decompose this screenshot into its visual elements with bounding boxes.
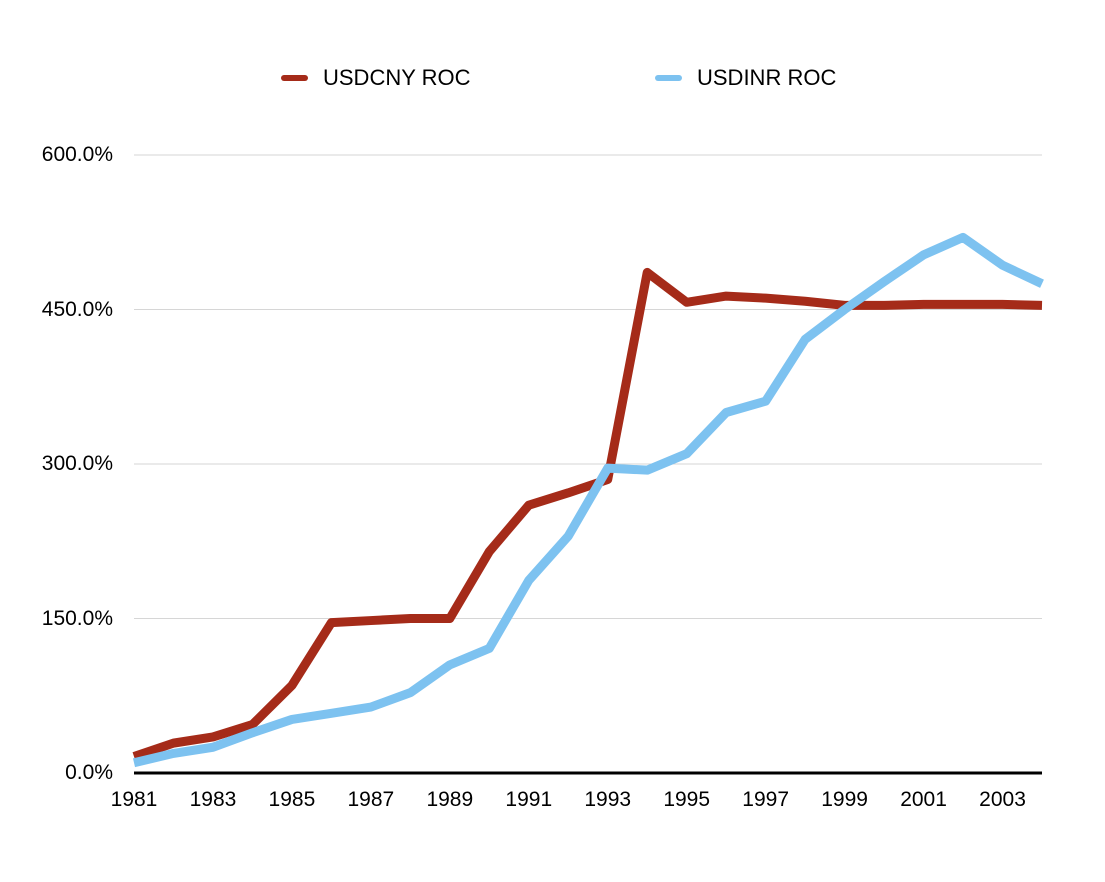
- x-axis-tick: 1997: [742, 788, 789, 811]
- y-axis-tick: 600.0%: [41, 143, 113, 166]
- x-axis-tick: 1999: [821, 788, 868, 811]
- usdinr-legend-dash-icon: [655, 75, 682, 81]
- x-axis-tick: 1985: [268, 788, 316, 811]
- usdcny-legend-dash-icon: [281, 75, 308, 81]
- legend-item-usdinr: USDINR ROC: [655, 62, 836, 94]
- usdcny-line: [132, 267, 1043, 761]
- y-axis-tick: 0.0%: [65, 761, 113, 784]
- x-axis-tick: 2001: [900, 788, 947, 811]
- legend-label-usdinr: USDINR ROC: [697, 65, 837, 90]
- usdinr-line: [132, 232, 1044, 768]
- y-axis-tick: 450.0%: [41, 297, 113, 321]
- x-axis-tick: 1981: [110, 788, 158, 811]
- y-axis-tick: 150.0%: [41, 606, 113, 630]
- x-axis-tick: 1993: [584, 788, 632, 811]
- x-axis-tick: 1987: [347, 788, 395, 811]
- x-axis-tick: 1983: [189, 788, 237, 811]
- x-axis-tick: 1991: [505, 788, 553, 811]
- legend-label-usdcny: USDCNY ROC: [323, 65, 471, 90]
- y-axis-tick: 300.0%: [41, 452, 113, 475]
- x-axis-tick: 2003: [979, 788, 1026, 811]
- legend-item-usdcny: USDCNY ROC: [281, 62, 471, 94]
- x-axis-tick: 1995: [663, 788, 711, 811]
- x-axis-tick: 1989: [426, 788, 474, 811]
